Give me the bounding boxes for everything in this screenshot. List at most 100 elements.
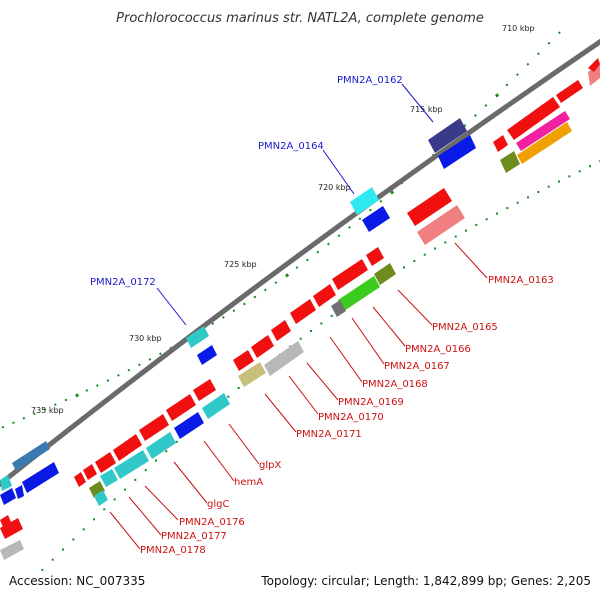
tick-label-725: 725 kbp [224,260,257,269]
scale-tick [82,528,85,531]
gene-feature [0,518,23,539]
gene-feature [202,393,230,419]
scale-tick [103,508,106,511]
scale-tick [316,250,320,254]
scale-tick [243,302,246,306]
gene-label-pmn2a-0168[interactable]: PMN2A_0168 [362,379,428,390]
scale-tick [264,288,267,292]
gene-feature [238,362,266,387]
scale-tick [137,363,141,367]
gene-label-pmn2a-0163[interactable]: PMN2A_0163 [488,275,554,286]
scale-tick [116,373,120,377]
scale-tick [134,478,137,481]
gene-feature [516,111,570,151]
scale-tick [484,104,488,107]
scale-tick [465,229,467,232]
gene-label-pmn2a-0172[interactable]: PMN2A_0172 [90,277,156,288]
gene-feature [22,462,59,493]
gene-feature [331,300,346,317]
scale-tick [495,93,500,98]
gene-feature [438,135,476,169]
scale-tick [348,225,351,229]
scale-tick [211,322,215,326]
leader-line [109,511,141,550]
gene-feature [15,485,24,499]
leader-line [397,289,433,326]
leader-line [454,242,488,279]
gene-feature [233,350,254,371]
scale-tick [93,518,95,521]
gene-feature [197,345,217,365]
leader-line [144,485,179,521]
scale-tick [558,180,560,183]
scale-tick [158,352,162,356]
gene-feature [493,135,508,152]
scale-tick [72,538,75,541]
gene-feature [264,341,304,376]
scale-tick [148,357,152,361]
scale-tick [232,309,236,313]
leader-line [156,287,187,326]
gene-label-pmn2a-0171[interactable]: PMN2A_0171 [296,429,362,440]
scale-tick [320,322,323,325]
gene-feature [174,412,204,439]
leader-line [203,440,235,482]
scale-tick [32,412,36,416]
scale-tick [547,185,550,188]
scale-tick [423,253,426,256]
gene-feature [350,187,379,215]
accession-text: Accession: NC_007335 [9,574,145,588]
gene-label-glpx[interactable]: glpX [259,460,281,471]
gene-label-pmn2a-0169[interactable]: PMN2A_0169 [338,397,404,408]
scale-tick [295,266,299,270]
gene-label-pmn2a-0165[interactable]: PMN2A_0165 [432,322,498,333]
scale-tick [454,235,457,238]
scale-tick [22,416,26,420]
gene-feature [83,464,97,480]
gene-feature [556,80,583,103]
gene-feature [0,488,16,505]
leader-line [264,393,297,433]
gene-feature [374,263,396,285]
scale-tick [505,83,509,87]
gene-feature [332,259,368,290]
scale-tick [568,175,571,178]
scale-tick [506,207,509,210]
scale-tick [127,368,131,372]
gene-label-pmn2a-0178[interactable]: PMN2A_0178 [140,545,206,556]
gene-label-pmn2a-0170[interactable]: PMN2A_0170 [318,412,384,423]
gene-label-pmn2a-0166[interactable]: PMN2A_0166 [405,344,471,355]
gene-label-pmn2a-0176[interactable]: PMN2A_0176 [179,517,245,528]
leader-line [329,336,363,383]
scale-tick [330,314,333,317]
gene-feature [271,320,291,341]
gene-feature [362,206,390,232]
scale-tick [537,191,540,193]
gene-feature [100,469,118,487]
scale-tick [337,234,341,238]
scale-tick [106,379,110,382]
gene-label-glgc[interactable]: glgC [207,499,229,510]
leader-line [372,306,406,347]
scale-tick [1,425,5,429]
gene-label-pmn2a-0164[interactable]: PMN2A_0164 [258,141,324,152]
gene-label-pmn2a-0177[interactable]: PMN2A_0177 [161,531,227,542]
tick-label-715: 715 kbp [410,105,443,114]
gene-label-pmn2a-0162[interactable]: PMN2A_0162 [337,75,403,86]
scale-tick [62,548,64,551]
gene-feature [193,379,216,401]
scale-tick [113,498,116,501]
gene-feature [500,151,520,173]
scale-tick [74,393,80,398]
gene-label-hema[interactable]: hemA [234,477,263,488]
gene-feature [517,122,572,164]
gene-feature [407,188,452,226]
gene-label-pmn2a-0167[interactable]: PMN2A_0167 [384,361,450,372]
scale-tick [175,440,178,443]
gene-feature [12,441,50,471]
scale-tick [368,208,372,212]
scale-tick [43,407,47,411]
scale-tick [403,266,405,269]
gene-feature [588,58,600,72]
tick-label-720: 720 kbp [318,183,351,192]
